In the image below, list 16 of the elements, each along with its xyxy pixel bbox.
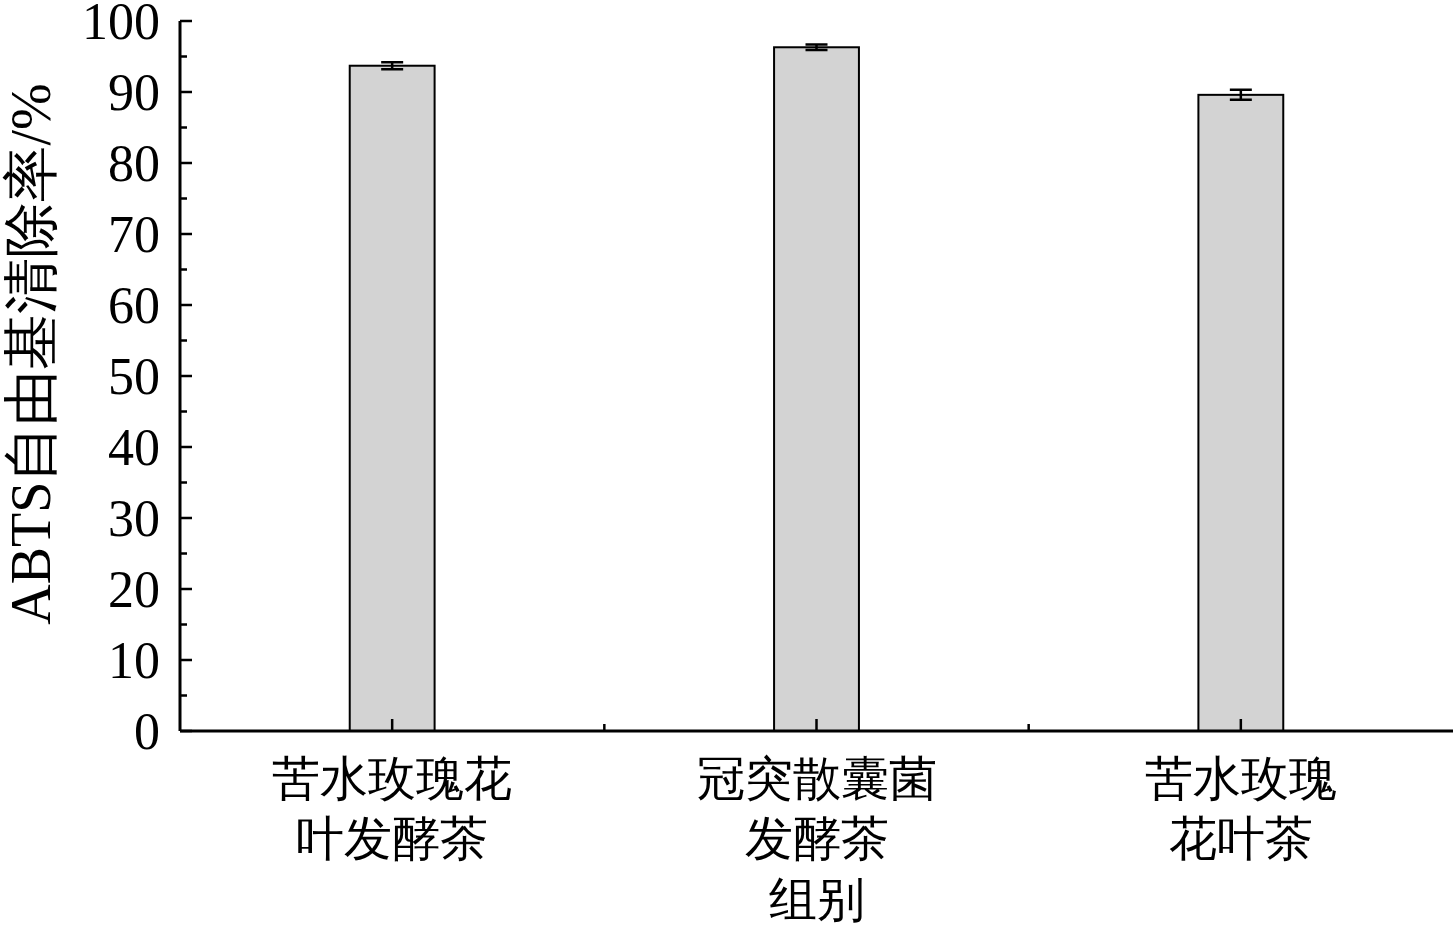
y-tick-label: 0 <box>134 703 160 761</box>
y-tick-label: 10 <box>108 632 160 690</box>
y-tick-label: 50 <box>108 348 160 406</box>
y-tick-label: 80 <box>108 135 160 193</box>
y-tick-label: 90 <box>108 64 160 122</box>
y-tick-label: 40 <box>108 419 160 477</box>
y-tick-label: 70 <box>108 206 160 264</box>
x-tick-label: 苦水玫瑰花叶发酵茶 <box>272 752 513 865</box>
x-axis-title: 组别 <box>768 873 865 926</box>
y-axis-title: ABTS自由基清除率/% <box>0 83 62 625</box>
x-tick-label: 苦水玫瑰花叶茶 <box>1144 752 1337 865</box>
x-tick-label: 冠突散囊菌发酵茶 <box>696 752 937 865</box>
y-tick-label: 30 <box>108 490 160 548</box>
y-tick-label: 20 <box>108 561 160 619</box>
y-tick-label: 60 <box>108 277 160 335</box>
y-tick-label: 100 <box>82 0 160 51</box>
